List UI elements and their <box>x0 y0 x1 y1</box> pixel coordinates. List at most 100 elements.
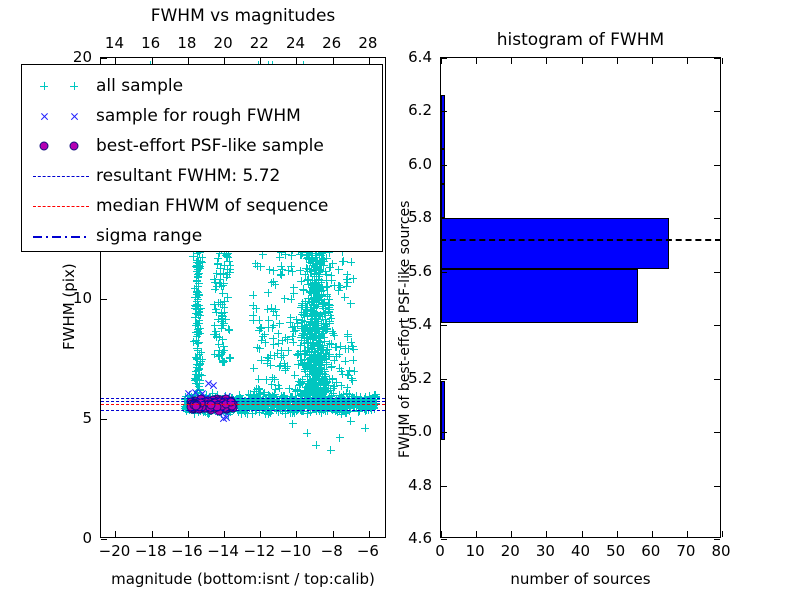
right-yaxis-tick <box>441 539 447 540</box>
left-xaxis-bottom-ticklabel: −10 <box>279 542 312 560</box>
scatter-plot-area <box>101 58 385 537</box>
left-panel-title: FWHM vs magnitudes <box>150 6 336 26</box>
left-yaxis-tick <box>101 298 107 300</box>
left-xaxis-tick <box>332 531 334 537</box>
right-yaxis-ticklabel: 4.8 <box>408 475 432 494</box>
left-xaxis-bottom-ticklabel: −20 <box>98 542 131 560</box>
right-xaxis-tick <box>616 531 618 537</box>
left-yaxis-tick <box>101 418 107 420</box>
right-xaxis-ticklabel: 50 <box>606 542 626 560</box>
histogram-plot-area <box>441 58 720 537</box>
legend-handle-dashdot-blue-line <box>30 226 92 246</box>
legend-handle-x-marker <box>30 106 92 126</box>
median-fwhm-line <box>101 404 385 406</box>
right-yaxis-ticklabel: 6.4 <box>408 48 432 66</box>
sigma-upper-line <box>101 397 385 399</box>
right-xaxis-tick <box>651 531 653 537</box>
right-yaxis-tick <box>441 111 447 113</box>
right-yaxis-tick <box>441 164 447 166</box>
right-panel-title: histogram of FWHM <box>496 30 665 50</box>
left-yaxis-ticklabel: 0 <box>82 529 92 547</box>
left-xaxis-tick <box>368 531 370 537</box>
resultant-fwhm-dashed-line <box>440 238 721 241</box>
right-yaxis-tick <box>441 485 447 487</box>
legend-item-rough-fwhm: sample for rough FWHM <box>30 101 372 131</box>
right-yaxis-tick <box>441 432 447 434</box>
left-xaxis-bottom-ticklabel: −18 <box>134 542 167 560</box>
legend-handle-dot-marker <box>30 136 92 156</box>
right-xaxis-tick <box>686 531 688 537</box>
left-yaxis-ticklabel: 5 <box>82 408 92 427</box>
right-xaxis-tick <box>651 58 653 64</box>
left-xaxis-top-ticklabel: 24 <box>285 34 306 52</box>
right-xaxis-tick <box>581 58 583 64</box>
histogram-bar <box>441 95 445 149</box>
right-xaxis-label: number of sources <box>510 570 651 588</box>
right-xaxis-tick <box>476 531 478 537</box>
histogram-bar <box>441 269 638 323</box>
legend-label-resultant-fwhm: resultant FWHM: 5.72 <box>96 166 281 186</box>
right-yaxis-tick <box>714 164 720 166</box>
right-xaxis-tick <box>546 58 548 64</box>
right-xaxis-ticklabel: 80 <box>711 542 731 560</box>
left-xaxis-bottom-ticklabel: −16 <box>171 542 203 560</box>
legend-item-all-sample: all sample <box>30 71 372 101</box>
legend-label-psf-like: best-effort PSF-like sample <box>96 136 324 156</box>
right-yaxis-tick <box>714 325 720 327</box>
right-yaxis-tick <box>441 378 447 380</box>
right-yaxis-ticklabel: 6.2 <box>408 101 432 120</box>
legend-label-sigma-range: sigma range <box>96 226 203 246</box>
right-xaxis-ticklabel: 70 <box>676 542 696 560</box>
right-yaxis-tick <box>441 58 447 59</box>
right-yaxis-tick <box>714 58 720 59</box>
left-yaxis-label: FWHM (pix) <box>60 263 78 350</box>
right-yaxis-tick <box>714 432 720 434</box>
right-yaxis-tick <box>441 218 447 220</box>
left-xaxis-bottom-ticklabel: −8 <box>320 542 343 560</box>
psf-like-sample-point <box>191 401 201 411</box>
left-xaxis-bottom-ticklabel: −6 <box>356 542 379 560</box>
left-xaxis-top-ticklabel: 20 <box>213 34 233 52</box>
right-yaxis-tick <box>714 111 720 113</box>
legend-box: all sample sample for rough FWHM best-ef… <box>21 64 383 252</box>
histogram-bar <box>441 183 445 219</box>
right-xaxis-tick <box>511 531 513 537</box>
legend-item-psf-like: best-effort PSF-like sample <box>30 131 372 161</box>
histogram-of-fwhm-axes <box>440 57 723 540</box>
right-xaxis-ticklabel: 30 <box>535 542 555 560</box>
right-yaxis-tick <box>441 325 447 327</box>
right-xaxis-tick <box>441 531 442 537</box>
left-xaxis-bottom-ticklabel: −12 <box>243 542 276 560</box>
left-yaxis-tick <box>101 58 107 59</box>
legend-item-resultant-fwhm: resultant FWHM: 5.72 <box>30 161 372 191</box>
left-xaxis-top-ticklabel: 16 <box>141 34 161 52</box>
right-yaxis-tick <box>714 485 720 487</box>
right-yaxis-tick <box>714 271 720 273</box>
right-xaxis-ticklabel: 0 <box>435 542 445 560</box>
right-xaxis-ticklabel: 40 <box>570 542 591 560</box>
left-xaxis-top-ticklabel: 26 <box>322 34 342 52</box>
left-yaxis-tick <box>101 539 107 540</box>
right-xaxis-ticklabel: 60 <box>641 542 661 560</box>
legend-label-median-fwhm: median FHWM of sequence <box>96 196 329 216</box>
right-xaxis-tick <box>722 58 723 64</box>
right-xaxis-tick <box>546 531 548 537</box>
right-yaxis-ticklabel: 6.0 <box>408 154 432 173</box>
right-xaxis-tick <box>616 58 618 64</box>
left-xaxis-tick <box>151 531 153 537</box>
right-xaxis-tick <box>581 531 583 537</box>
left-xaxis-tick <box>260 531 262 537</box>
left-xaxis-top-ticklabel: 14 <box>104 34 125 52</box>
left-xaxis-tick <box>115 531 117 537</box>
legend-handle-dashed-blue-line <box>30 166 92 186</box>
legend-handle-dashed-red-line <box>30 196 92 216</box>
right-xaxis-tick <box>476 58 478 64</box>
legend-label-rough-fwhm: sample for rough FWHM <box>96 106 301 126</box>
right-yaxis-tick <box>714 539 720 540</box>
left-xaxis-tick <box>296 531 298 537</box>
right-yaxis-label: FWHM of best-effort PSF-like sources <box>397 200 413 458</box>
right-yaxis-tick <box>714 378 720 380</box>
histogram-bar <box>441 218 670 270</box>
right-xaxis-ticklabel: 20 <box>500 542 520 560</box>
